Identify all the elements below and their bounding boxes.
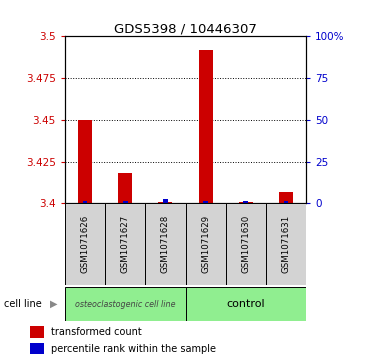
Bar: [163, 199, 168, 203]
Bar: [83, 201, 88, 203]
Text: percentile rank within the sample: percentile rank within the sample: [51, 343, 216, 354]
Bar: [203, 201, 208, 203]
Bar: [198, 50, 213, 203]
Bar: [186, 203, 226, 285]
Bar: [279, 192, 293, 203]
Bar: [145, 203, 186, 285]
Text: osteoclastogenic cell line: osteoclastogenic cell line: [75, 299, 175, 309]
Text: GSM1071629: GSM1071629: [201, 215, 210, 273]
Bar: [78, 120, 92, 203]
Title: GDS5398 / 10446307: GDS5398 / 10446307: [114, 22, 257, 35]
Text: GSM1071628: GSM1071628: [161, 215, 170, 273]
Bar: [186, 287, 306, 321]
Bar: [65, 203, 105, 285]
Text: ▶: ▶: [50, 299, 58, 309]
Bar: [30, 326, 45, 338]
Bar: [283, 201, 288, 203]
Text: GSM1071626: GSM1071626: [81, 215, 89, 273]
Text: cell line: cell line: [4, 299, 42, 309]
Text: control: control: [226, 299, 265, 309]
Bar: [65, 287, 186, 321]
Text: GSM1071627: GSM1071627: [121, 215, 130, 273]
Bar: [123, 201, 128, 203]
Bar: [266, 203, 306, 285]
Bar: [243, 201, 248, 203]
Text: transformed count: transformed count: [51, 327, 142, 337]
Bar: [105, 203, 145, 285]
Bar: [226, 203, 266, 285]
Bar: [158, 201, 173, 203]
Bar: [239, 201, 253, 203]
Text: GSM1071630: GSM1071630: [241, 215, 250, 273]
Bar: [30, 343, 45, 354]
Text: GSM1071631: GSM1071631: [282, 215, 290, 273]
Bar: [118, 173, 132, 203]
